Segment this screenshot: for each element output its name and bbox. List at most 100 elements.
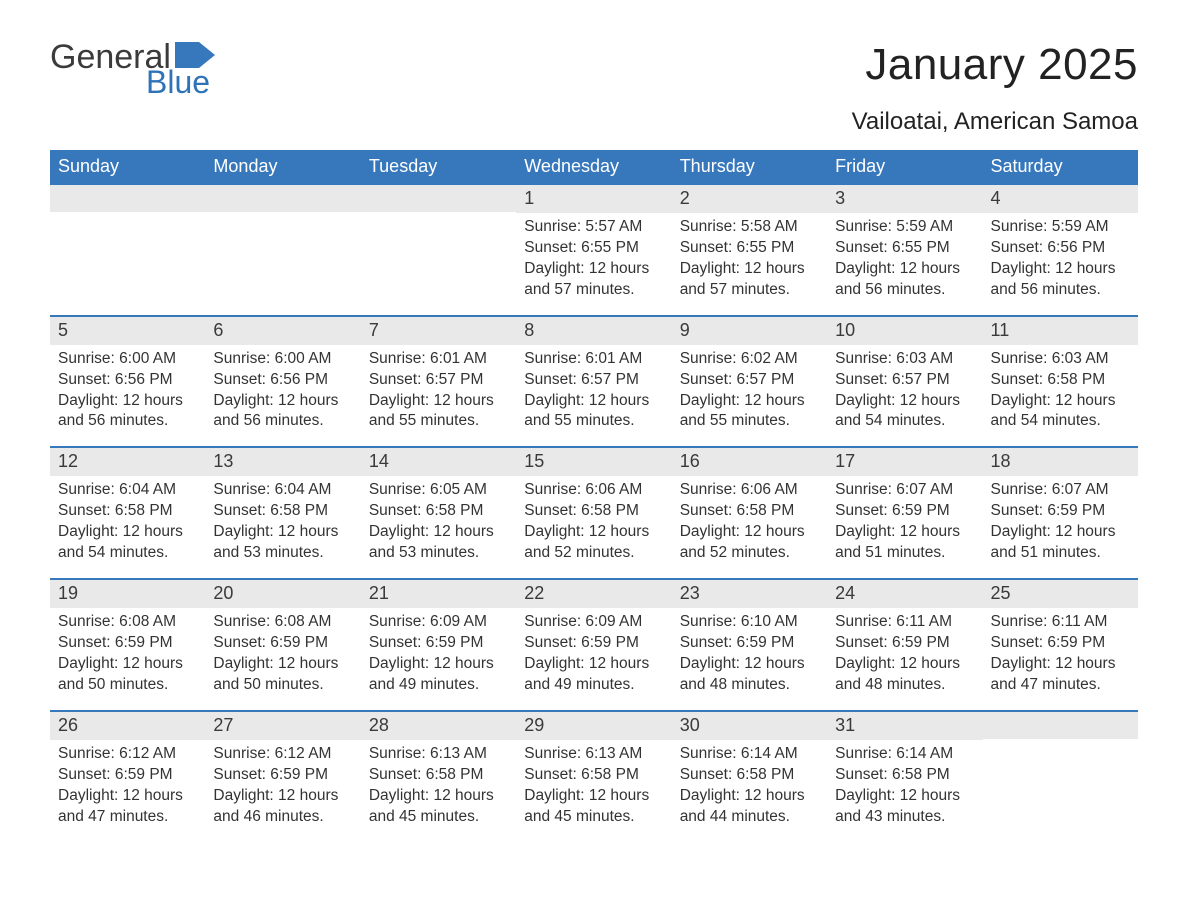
- day-cell: 9Sunrise: 6:02 AMSunset: 6:57 PMDaylight…: [672, 317, 827, 447]
- day-cell: 3Sunrise: 5:59 AMSunset: 6:55 PMDaylight…: [827, 185, 982, 315]
- day-cell: 16Sunrise: 6:06 AMSunset: 6:58 PMDayligh…: [672, 448, 827, 578]
- day-line: Daylight: 12 hours: [680, 654, 819, 675]
- day-cell: 17Sunrise: 6:07 AMSunset: 6:59 PMDayligh…: [827, 448, 982, 578]
- day-body: Sunrise: 5:57 AMSunset: 6:55 PMDaylight:…: [516, 213, 671, 301]
- day-number: 1: [516, 185, 671, 213]
- day-number: 7: [361, 317, 516, 345]
- day-line: Daylight: 12 hours: [58, 522, 197, 543]
- day-line: Sunset: 6:56 PM: [58, 370, 197, 391]
- weekday-header: Sunday: [50, 150, 205, 185]
- day-line: Daylight: 12 hours: [58, 391, 197, 412]
- week-row: 5Sunrise: 6:00 AMSunset: 6:56 PMDaylight…: [50, 315, 1138, 447]
- day-cell: 4Sunrise: 5:59 AMSunset: 6:56 PMDaylight…: [983, 185, 1138, 315]
- day-line: and 55 minutes.: [369, 411, 508, 432]
- day-line: Sunset: 6:55 PM: [524, 238, 663, 259]
- day-body: Sunrise: 6:13 AMSunset: 6:58 PMDaylight:…: [361, 740, 516, 828]
- day-cell: 14Sunrise: 6:05 AMSunset: 6:58 PMDayligh…: [361, 448, 516, 578]
- day-body: Sunrise: 6:12 AMSunset: 6:59 PMDaylight:…: [50, 740, 205, 828]
- day-line: Sunset: 6:58 PM: [213, 501, 352, 522]
- day-line: Sunset: 6:57 PM: [369, 370, 508, 391]
- day-line: Sunrise: 5:58 AM: [680, 217, 819, 238]
- day-number: 20: [205, 580, 360, 608]
- day-line: Sunrise: 6:09 AM: [524, 612, 663, 633]
- day-line: Daylight: 12 hours: [58, 654, 197, 675]
- day-line: Sunrise: 6:12 AM: [213, 744, 352, 765]
- day-cell: 27 Sunrise: 6:12 AMSunset: 6:59 PMDayligh…: [205, 712, 360, 842]
- day-line: Sunset: 6:59 PM: [213, 765, 352, 786]
- day-line: Sunset: 6:58 PM: [991, 370, 1130, 391]
- day-body: Sunrise: 5:59 AMSunset: 6:55 PMDaylight:…: [827, 213, 982, 301]
- day-line: Sunrise: 6:05 AM: [369, 480, 508, 501]
- day-line: Daylight: 12 hours: [991, 654, 1130, 675]
- day-line: and 57 minutes.: [524, 280, 663, 301]
- day-cell: 7Sunrise: 6:01 AMSunset: 6:57 PMDaylight…: [361, 317, 516, 447]
- day-line: and 53 minutes.: [213, 543, 352, 564]
- day-cell: 28Sunrise: 6:13 AMSunset: 6:58 PMDayligh…: [361, 712, 516, 842]
- title-block: January 2025 Vailoatai, American Samoa: [852, 40, 1138, 136]
- day-line: Daylight: 12 hours: [991, 522, 1130, 543]
- day-body: Sunrise: 6:00 AMSunset: 6:56 PMDaylight:…: [50, 345, 205, 433]
- logo-text-blue: Blue: [146, 66, 215, 98]
- day-line: and 50 minutes.: [58, 675, 197, 696]
- day-cell: [50, 185, 205, 315]
- day-line: Daylight: 12 hours: [58, 786, 197, 807]
- day-line: and 50 minutes.: [213, 675, 352, 696]
- day-number: 27: [205, 712, 360, 740]
- day-cell: 24Sunrise: 6:11 AMSunset: 6:59 PMDayligh…: [827, 580, 982, 710]
- day-body: Sunrise: 6:14 AMSunset: 6:58 PMDaylight:…: [672, 740, 827, 828]
- day-line: Sunrise: 6:04 AM: [213, 480, 352, 501]
- day-number: [50, 185, 205, 212]
- day-line: Sunrise: 6:11 AM: [991, 612, 1130, 633]
- day-cell: 8Sunrise: 6:01 AMSunset: 6:57 PMDaylight…: [516, 317, 671, 447]
- day-number: [361, 185, 516, 212]
- day-cell: [361, 185, 516, 315]
- day-line: Daylight: 12 hours: [680, 259, 819, 280]
- day-cell: 19Sunrise: 6:08 AMSunset: 6:59 PMDayligh…: [50, 580, 205, 710]
- day-line: Sunrise: 5:57 AM: [524, 217, 663, 238]
- day-line: and 56 minutes.: [835, 280, 974, 301]
- day-cell: 6Sunrise: 6:00 AMSunset: 6:56 PMDaylight…: [205, 317, 360, 447]
- day-line: and 49 minutes.: [524, 675, 663, 696]
- day-cell: 18Sunrise: 6:07 AMSunset: 6:59 PMDayligh…: [983, 448, 1138, 578]
- day-body: Sunrise: 6:01 AMSunset: 6:57 PMDaylight:…: [516, 345, 671, 433]
- weekday-header: Saturday: [983, 150, 1138, 185]
- day-number: 21: [361, 580, 516, 608]
- day-line: Sunrise: 6:09 AM: [369, 612, 508, 633]
- day-number: 10: [827, 317, 982, 345]
- day-cell: [205, 185, 360, 315]
- day-cell: 5Sunrise: 6:00 AMSunset: 6:56 PMDaylight…: [50, 317, 205, 447]
- day-line: Daylight: 12 hours: [680, 391, 819, 412]
- day-body: Sunrise: 6:08 AMSunset: 6:59 PMDaylight:…: [50, 608, 205, 696]
- day-line: Sunset: 6:59 PM: [369, 633, 508, 654]
- day-number: 30: [672, 712, 827, 740]
- day-number: 16: [672, 448, 827, 476]
- day-line: and 46 minutes.: [213, 807, 352, 828]
- day-line: Sunrise: 6:00 AM: [213, 349, 352, 370]
- day-cell: 15Sunrise: 6:06 AMSunset: 6:58 PMDayligh…: [516, 448, 671, 578]
- day-line: and 56 minutes.: [213, 411, 352, 432]
- day-body: Sunrise: 6:06 AMSunset: 6:58 PMDaylight:…: [672, 476, 827, 564]
- weekday-header: Wednesday: [516, 150, 671, 185]
- day-body: Sunrise: 6:14 AMSunset: 6:58 PMDaylight:…: [827, 740, 982, 828]
- day-number: 28: [361, 712, 516, 740]
- day-line: Daylight: 12 hours: [524, 786, 663, 807]
- day-number: [205, 185, 360, 212]
- day-cell: 25Sunrise: 6:11 AMSunset: 6:59 PMDayligh…: [983, 580, 1138, 710]
- day-line: Daylight: 12 hours: [524, 391, 663, 412]
- week-row: 1Sunrise: 5:57 AMSunset: 6:55 PMDaylight…: [50, 185, 1138, 315]
- day-line: Sunrise: 6:14 AM: [835, 744, 974, 765]
- day-line: Daylight: 12 hours: [213, 786, 352, 807]
- day-line: Sunset: 6:59 PM: [680, 633, 819, 654]
- day-number: 29: [516, 712, 671, 740]
- day-line: Daylight: 12 hours: [991, 391, 1130, 412]
- day-line: Sunrise: 6:04 AM: [58, 480, 197, 501]
- day-cell: 22Sunrise: 6:09 AMSunset: 6:59 PMDayligh…: [516, 580, 671, 710]
- day-line: and 49 minutes.: [369, 675, 508, 696]
- day-line: Sunset: 6:57 PM: [680, 370, 819, 391]
- day-line: and 45 minutes.: [369, 807, 508, 828]
- day-cell: 29Sunrise: 6:13 AMSunset: 6:58 PMDayligh…: [516, 712, 671, 842]
- day-cell: 2Sunrise: 5:58 AMSunset: 6:55 PMDaylight…: [672, 185, 827, 315]
- day-number: 12: [50, 448, 205, 476]
- day-line: Daylight: 12 hours: [835, 654, 974, 675]
- day-body: Sunrise: 6:01 AMSunset: 6:57 PMDaylight:…: [361, 345, 516, 433]
